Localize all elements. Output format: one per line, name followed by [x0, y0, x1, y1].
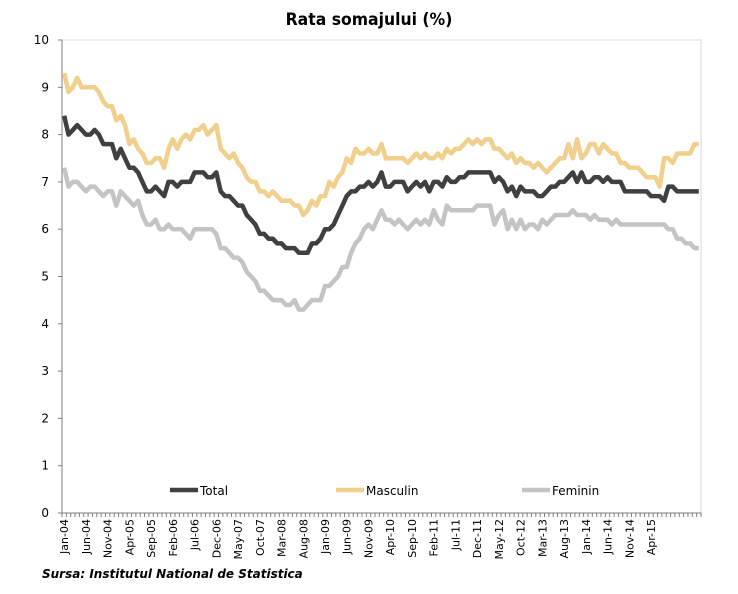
chart-title: Rata somajului (%) — [285, 10, 453, 30]
legend-label-feminin: Feminin — [552, 484, 599, 498]
x-tick-label: May-07 — [232, 519, 245, 560]
x-tick-label: May-12 — [493, 519, 506, 560]
x-tick-label: Mar-08 — [276, 519, 289, 557]
x-tick-label: Jan-14 — [580, 519, 593, 555]
x-tick-label: Oct-12 — [515, 519, 528, 556]
y-tick-label: 2 — [41, 411, 49, 425]
legend-label-masculin: Masculin — [366, 484, 418, 498]
y-tick-label: 4 — [41, 317, 49, 331]
y-tick-label: 5 — [41, 270, 49, 284]
axes: 0 1 2 3 4 5 6 7 8 9 10 Jan-04 Jun-04 Nov-04 Apr-05 Sep-… — [34, 33, 702, 560]
x-tick-label: Sep-10 — [406, 519, 419, 558]
y-tick-label: 6 — [41, 222, 49, 236]
x-tick-label: Aug-13 — [558, 519, 571, 558]
legend-label-total: Total — [199, 484, 228, 498]
series-line-feminin — [62, 167, 699, 312]
x-tick-label: Jun-04 — [80, 519, 93, 555]
series-line-total — [62, 115, 699, 256]
series-line-masculin — [62, 72, 699, 218]
x-tick-label: Nov-09 — [362, 519, 375, 558]
y-tick-label: 0 — [41, 506, 49, 520]
x-tick-label: Jan-09 — [319, 519, 332, 555]
x-tick-label: Feb-06 — [167, 519, 180, 556]
x-tick-label: Nov-04 — [102, 519, 115, 558]
x-tick-label: Mar-13 — [536, 519, 549, 557]
source-note: Sursa: Institutul National de Statistica — [42, 567, 303, 581]
x-tick-label: Aug-08 — [297, 519, 310, 558]
x-tick-label: Nov-14 — [623, 519, 636, 558]
x-tick-label: Dec-11 — [471, 519, 484, 558]
y-tick-label: 8 — [41, 128, 49, 142]
y-tick-label: 7 — [41, 175, 49, 189]
x-tick-label: Feb-11 — [428, 519, 441, 556]
y-tick-label: 3 — [41, 364, 49, 378]
x-tick-label: Apr-10 — [384, 519, 397, 555]
x-tick-label: Jun-14 — [602, 519, 615, 555]
y-tick-label: 9 — [41, 80, 49, 94]
x-tick-label: Apr-15 — [645, 519, 658, 555]
x-tick-label: Sep-05 — [145, 519, 158, 558]
x-tick-label: Jun-09 — [341, 519, 354, 555]
plot-area — [61, 39, 702, 514]
x-tick-label: Jan-04 — [58, 519, 71, 555]
series-lines — [62, 72, 699, 312]
x-tick-label: Jul-06 — [189, 519, 202, 551]
y-tick-label: 10 — [34, 33, 49, 47]
x-tick-label: Oct-07 — [254, 519, 267, 556]
x-tick-label: Apr-05 — [123, 519, 136, 555]
x-tick-label: Dec-06 — [210, 519, 223, 558]
legend: Total Masculin Feminin — [170, 484, 599, 498]
x-tick-label: Jul-11 — [449, 519, 462, 551]
y-tick-label: 1 — [41, 459, 49, 473]
